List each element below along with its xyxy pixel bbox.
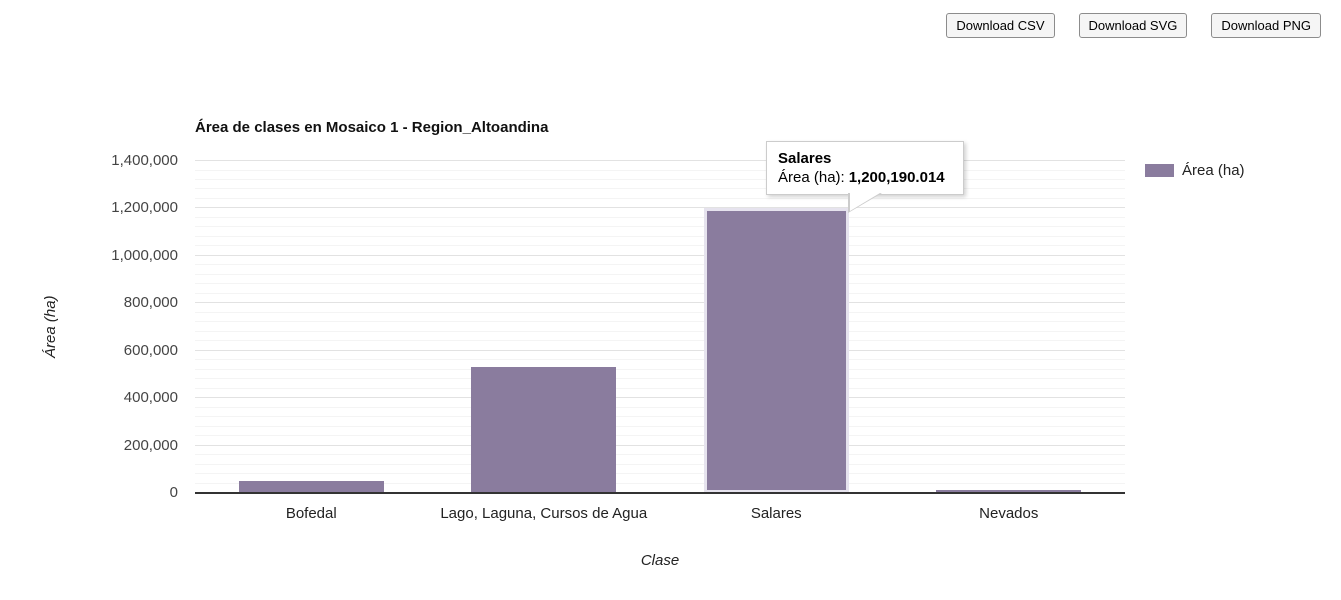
tooltip-value: 1,200,190.014 — [848, 169, 945, 186]
gridline — [195, 397, 1125, 399]
x-category-label: Bofedal — [285, 505, 337, 522]
y-tick-label: 800,000 — [123, 294, 178, 312]
x-axis-line — [195, 492, 1125, 494]
minor-gridline — [195, 188, 1125, 190]
gridline — [195, 160, 1125, 161]
gridline — [195, 349, 1125, 351]
x-axis-title: Clase — [640, 552, 680, 569]
bar-nevados[interactable] — [936, 490, 1082, 493]
y-tick-label: 200,000 — [123, 436, 178, 454]
minor-gridline — [195, 273, 1125, 275]
x-category-label: Salares — [750, 505, 802, 522]
tooltip-title: Salares — [778, 150, 832, 167]
minor-gridline — [195, 473, 1125, 475]
x-category-label: Lago, Laguna, Cursos de Agua — [440, 505, 648, 522]
gridline — [195, 207, 1125, 209]
minor-gridline — [195, 416, 1125, 418]
bar-bofedal[interactable] — [238, 481, 384, 493]
tooltip: Salares Área (ha): 1,200,190.014 — [766, 141, 964, 213]
minor-gridline — [195, 340, 1125, 342]
gridline — [195, 302, 1125, 304]
minor-gridline — [195, 359, 1125, 361]
minor-gridline — [195, 311, 1125, 313]
legend-label: Área (ha) — [1182, 162, 1245, 179]
tooltip-label: Área (ha): — [778, 169, 845, 186]
y-tick-label: 1,200,000 — [111, 199, 178, 217]
minor-gridline — [195, 169, 1125, 171]
download-csv-button[interactable]: Download CSV — [946, 13, 1055, 38]
download-toolbar: Download CSV Download SVG Download PNG — [946, 13, 1321, 38]
minor-gridline — [195, 226, 1125, 228]
minor-gridline — [195, 283, 1125, 285]
y-tick-label: 0 — [169, 484, 178, 501]
minor-gridline — [195, 435, 1125, 437]
plot-area — [195, 160, 1125, 494]
bar-salares[interactable] — [703, 208, 849, 493]
minor-gridline — [195, 454, 1125, 456]
gridline — [195, 444, 1125, 446]
x-category-label: Nevados — [979, 505, 1039, 522]
minor-gridline — [195, 292, 1125, 294]
y-axis-tick-labels: 0 200,000 400,000 600,000 800,000 1,000,000 1,… — [0, 153, 178, 501]
y-tick-label: 1,400,000 — [111, 152, 178, 169]
chart-title: Área de clases en Mosaico 1 - Region_Alt… — [195, 119, 549, 136]
minor-gridline — [195, 378, 1125, 380]
minor-gridline — [195, 321, 1125, 323]
legend: Área (ha) — [1145, 162, 1245, 179]
minor-gridline — [195, 463, 1125, 465]
minor-gridline — [195, 387, 1125, 389]
minor-gridline — [195, 264, 1125, 266]
tooltip-callout — [850, 193, 880, 211]
minor-gridline — [195, 406, 1125, 408]
minor-gridline — [195, 368, 1125, 370]
x-axis-category-labels: Bofedal Lago, Laguna, Cursos de Agua Salar… — [195, 505, 1125, 525]
y-tick-label: 1,000,000 — [111, 246, 178, 264]
minor-gridline — [195, 216, 1125, 218]
minor-gridline — [195, 245, 1125, 247]
legend-color-swatch — [1145, 164, 1174, 177]
minor-gridline — [195, 482, 1125, 484]
y-tick-label: 400,000 — [123, 389, 178, 407]
minor-gridline — [195, 425, 1125, 427]
minor-gridline — [195, 178, 1125, 180]
tooltip-line: Área (ha): 1,200,190.014 — [778, 168, 952, 187]
minor-gridline — [195, 235, 1125, 237]
gridline — [195, 254, 1125, 256]
bar-lago-laguna-cursos-de-agua[interactable] — [471, 367, 617, 493]
download-svg-button[interactable]: Download SVG — [1078, 13, 1188, 38]
download-png-button[interactable]: Download PNG — [1211, 13, 1321, 38]
minor-gridline — [195, 330, 1125, 332]
minor-gridline — [195, 197, 1125, 199]
y-tick-label: 600,000 — [123, 341, 178, 359]
